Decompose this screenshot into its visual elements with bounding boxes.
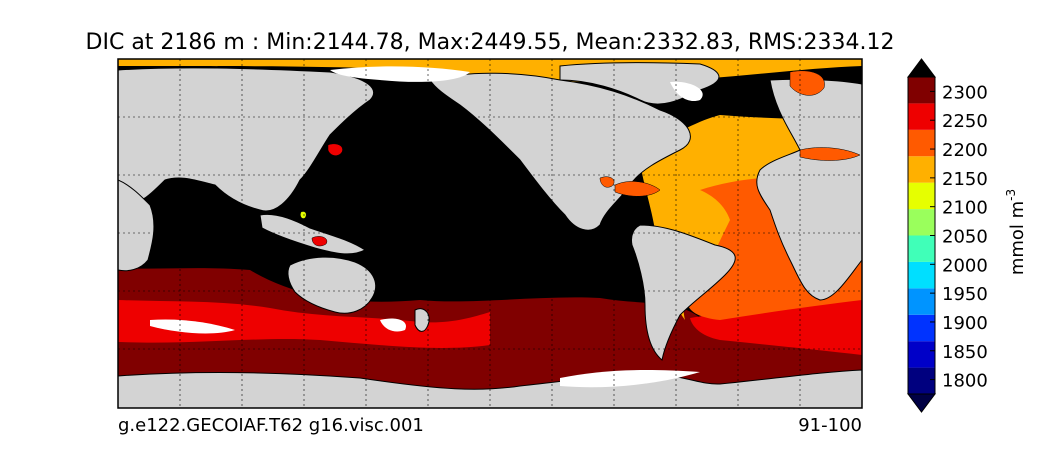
colorbar-segment: [908, 103, 935, 130]
colorbar-segment: [908, 314, 935, 342]
colorbar-segment: [908, 235, 935, 262]
land-new-zealand: [414, 308, 430, 332]
colorbar-tick-label: 2300: [942, 82, 988, 103]
land-eurasia: [118, 67, 375, 212]
colorbar-tick-label: 1900: [942, 313, 988, 334]
mask-south-a: [150, 319, 235, 334]
land-europe-africa-east: [756, 78, 862, 301]
patch-banda-sea: [311, 236, 328, 247]
map-frame: [117, 58, 863, 409]
mask-south-b: [380, 318, 406, 332]
colorbar-tick-label: 2000: [942, 255, 988, 276]
patch-mediterranean: [799, 147, 861, 161]
colorbar-segment: [908, 367, 935, 394]
patch-gulf-of-mexico: [599, 176, 615, 188]
colorbar-under-arrow: [907, 393, 936, 413]
land-africa-west: [118, 179, 155, 272]
masked-regions: [150, 66, 703, 388]
land-australia: [287, 256, 377, 314]
graticule: [118, 59, 862, 408]
colorbar-tick-label: 2150: [942, 169, 988, 190]
colorbar-segment: [908, 182, 935, 210]
colorbar-segment: [908, 129, 935, 157]
colorbar-over-arrow: [907, 58, 936, 78]
colorbar-tick-label: 2050: [942, 227, 988, 248]
colorbar-tick-label: 2100: [942, 198, 988, 219]
patch-japan-sea: [327, 143, 343, 156]
mask-labrador: [670, 81, 703, 102]
colorbar-segment: [908, 209, 935, 236]
colorbar-label-main: mmol m: [1007, 201, 1028, 275]
colorbar-segment: [908, 261, 935, 289]
colorbar-segment: [908, 341, 935, 368]
mask-arctic: [330, 66, 470, 82]
land-south-america: [631, 224, 736, 361]
colorbar-segment: [908, 77, 935, 104]
colorbar-segment: [908, 156, 935, 183]
highlight-patches: [300, 70, 861, 247]
southern-ocean-red-band: [118, 300, 490, 348]
patch-caribbean: [614, 181, 661, 197]
colorbar-tick-label: 1850: [942, 342, 988, 363]
colorbar-segment: [908, 288, 935, 315]
mask-antarctic-shelf: [560, 370, 700, 388]
colorbar-label-exponent: -3: [1004, 189, 1018, 201]
colorbar-tick-label: 1950: [942, 284, 988, 305]
colorbar-tick-label: 1800: [942, 371, 988, 392]
colorbar-tick-label: 2250: [942, 111, 988, 132]
colorbar-tick-label: 2200: [942, 140, 988, 161]
colorbar: 1800 1850 1900 1950 2000 2050 2100 2150 2200 2250…: [907, 58, 988, 413]
chart-title: DIC at 2186 m : Min:2144.78, Max:2449.55…: [86, 30, 895, 55]
years-label: 91-100: [798, 415, 862, 436]
case-label: g.e122.GECOIAF.T62 g16.visc.001: [118, 415, 424, 436]
patch-sulu-sea: [300, 211, 307, 219]
map-plot-area: [118, 59, 862, 408]
colorbar-label: mmol m-3: [1004, 189, 1028, 275]
land-indonesia: [259, 213, 366, 255]
patch-hudson-bay: [789, 70, 825, 96]
